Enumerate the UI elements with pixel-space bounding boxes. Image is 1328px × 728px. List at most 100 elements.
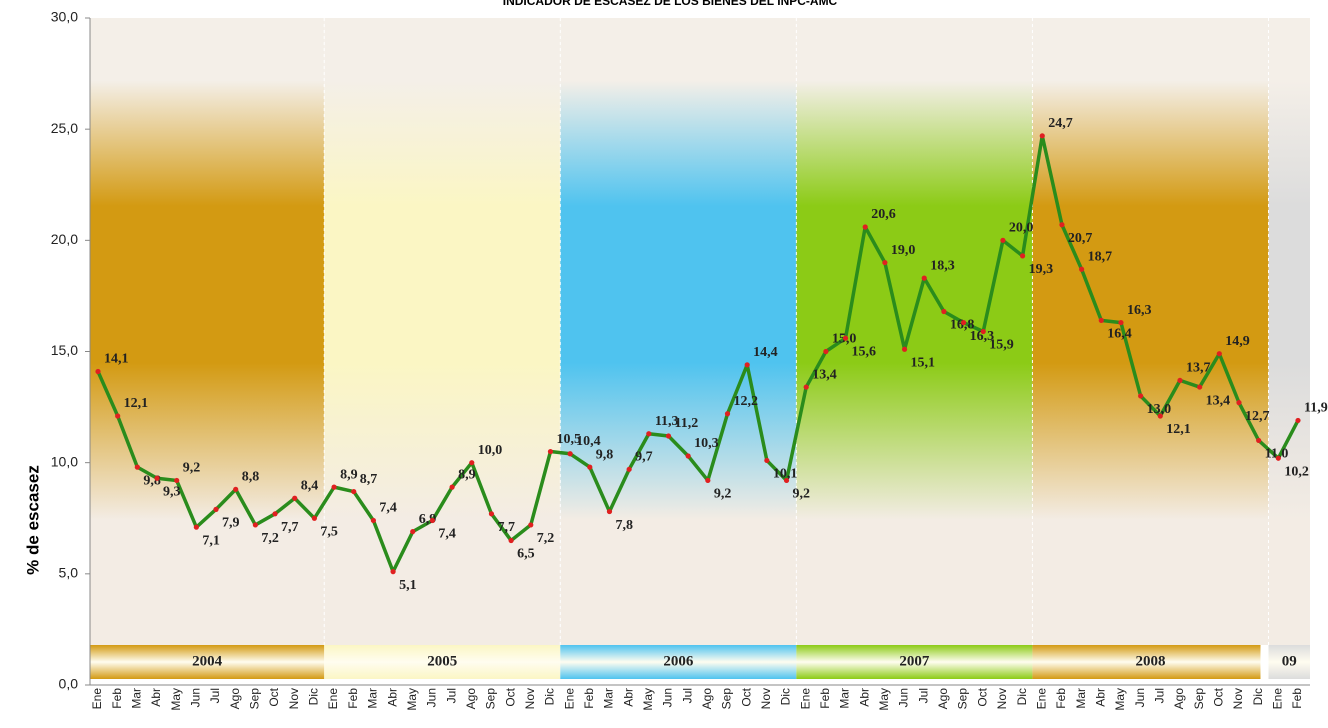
data-label: 8,4 — [301, 478, 319, 493]
data-label: 12,7 — [1245, 409, 1270, 424]
data-label: 10,4 — [576, 434, 601, 449]
x-tick-label: Sep — [1192, 688, 1206, 710]
data-point — [626, 466, 632, 472]
y-axis-label: % de escasez — [23, 465, 42, 575]
data-label: 10,2 — [1284, 464, 1309, 479]
x-tick-label: Dic — [543, 688, 557, 705]
year-band — [324, 18, 561, 645]
data-label: 18,3 — [930, 258, 955, 273]
data-point — [1256, 437, 1262, 444]
data-point — [705, 477, 711, 484]
data-point — [429, 517, 436, 524]
x-tick-label: Jun — [661, 688, 675, 707]
x-tick-label: Feb — [110, 688, 124, 709]
x-tick-label: Ago — [936, 688, 950, 710]
data-label: 7,7 — [281, 520, 299, 535]
data-label: 11,2 — [674, 416, 698, 431]
data-point — [803, 384, 809, 390]
data-point — [233, 486, 239, 492]
data-label: 16,3 — [970, 329, 995, 344]
data-point — [567, 451, 573, 457]
x-tick-label: Oct — [739, 687, 753, 706]
data-label: 14,4 — [753, 345, 778, 360]
x-tick-label: May — [1113, 688, 1127, 711]
data-label: 8,9 — [340, 467, 358, 482]
data-label: 11,9 — [1304, 401, 1328, 416]
data-point — [272, 511, 278, 517]
data-point — [882, 259, 888, 266]
year-band — [1032, 18, 1269, 645]
data-point — [1275, 455, 1281, 461]
data-label: 6,9 — [419, 512, 437, 527]
data-label: 7,5 — [320, 524, 338, 539]
year-bar — [1268, 645, 1310, 679]
data-label: 8,9 — [458, 467, 476, 482]
year-label: 2007 — [899, 653, 930, 669]
x-tick-label: Nov — [995, 688, 1009, 709]
data-label: 13,0 — [1147, 402, 1172, 417]
data-point — [862, 224, 868, 230]
year-bar — [796, 645, 1033, 679]
year-bar — [1032, 645, 1261, 679]
x-tick-label: Ene — [1034, 688, 1048, 710]
year-band — [90, 18, 325, 645]
data-point — [469, 460, 475, 466]
year-label: 2005 — [427, 653, 457, 669]
x-tick-label: Mar — [366, 688, 380, 709]
x-tick-label: Sep — [484, 688, 498, 710]
data-label: 10,5 — [556, 432, 581, 447]
data-point — [154, 475, 160, 481]
data-point — [1236, 400, 1242, 406]
data-point — [193, 524, 199, 530]
data-point — [331, 484, 337, 490]
data-label: 9,2 — [183, 461, 201, 476]
year-label: 2006 — [663, 653, 694, 669]
data-point — [213, 506, 219, 512]
x-tick-label: Jul — [208, 688, 222, 703]
y-tick-label: 10,0 — [51, 453, 78, 469]
data-point — [115, 413, 121, 419]
x-tick-label: Feb — [818, 688, 832, 709]
data-point — [134, 464, 140, 470]
x-tick-label: Jun — [189, 688, 203, 707]
data-point — [1138, 393, 1144, 399]
data-label: 9,2 — [793, 487, 811, 502]
data-label: 18,7 — [1088, 249, 1113, 264]
x-tick-label: May — [405, 688, 419, 711]
data-label: 8,8 — [242, 470, 260, 485]
data-point — [1079, 266, 1085, 272]
x-tick-label: Nov — [287, 688, 301, 709]
data-label: 9,8 — [596, 447, 614, 462]
x-tick-label: Feb — [1290, 688, 1304, 709]
data-label: 13,7 — [1186, 361, 1211, 376]
data-label: 9,7 — [635, 450, 653, 465]
data-point — [292, 495, 298, 501]
x-tick-label: Oct — [503, 687, 517, 706]
x-tick-label: Abr — [857, 688, 871, 707]
data-label: 7,9 — [222, 516, 240, 531]
x-tick-label: Jun — [897, 688, 911, 707]
data-label: 7,4 — [379, 501, 397, 516]
data-point — [311, 515, 317, 521]
data-label: 10,3 — [694, 436, 719, 451]
y-tick-label: 30,0 — [51, 9, 78, 25]
data-point — [252, 522, 258, 528]
x-tick-label: Jun — [1133, 688, 1147, 707]
x-tick-label: Sep — [720, 688, 734, 710]
data-label: 13,4 — [1206, 393, 1231, 408]
data-label: 20,7 — [1068, 231, 1093, 246]
data-label: 8,7 — [360, 472, 378, 487]
x-tick-label: Ene — [326, 688, 340, 710]
data-label: 7,2 — [261, 531, 279, 546]
data-point — [528, 522, 534, 528]
y-tick-label: 20,0 — [51, 231, 78, 247]
x-tick-label: Jul — [1152, 688, 1166, 703]
x-tick-label: Sep — [248, 688, 262, 710]
data-point — [960, 319, 967, 326]
data-label: 12,2 — [734, 394, 759, 409]
data-line — [96, 134, 1300, 574]
data-point — [174, 477, 180, 484]
data-point — [1059, 222, 1065, 228]
data-point — [547, 448, 554, 455]
x-tick-label: Ago — [464, 688, 478, 710]
